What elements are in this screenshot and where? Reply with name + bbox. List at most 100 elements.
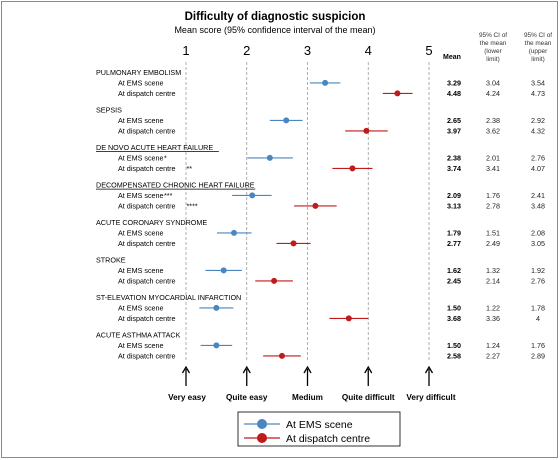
mean-value: 1.50	[447, 304, 461, 313]
plot-rows: PULMONARY EMBOLISM At EMS scene 3.29 3.04 3.…	[96, 68, 545, 361]
table-column-headers: Mean 95% CI of the mean (lower limit) 95% CI …	[443, 32, 552, 63]
scale-anchor-label: Very easy	[168, 393, 206, 402]
category-group: ST-ELEVATION MYOCARDIAL INFARCTION At EMS…	[96, 293, 545, 323]
scale-anchor-label: Quite easy	[226, 393, 268, 402]
ci-lower-value: 1.76	[486, 191, 500, 200]
category-label: DECOMPENSATED CHRONIC HEART FAILURE	[96, 181, 255, 190]
ci-upper-value: 1.92	[531, 266, 545, 275]
mean-value: 3.29	[447, 79, 461, 88]
row-label: At dispatch centre	[118, 89, 176, 98]
row-label: At EMS scene	[118, 116, 164, 125]
ci-lower-value: 3.62	[486, 127, 500, 136]
mean-point	[271, 277, 278, 284]
column-header-upper: 95% CI of the mean (upper limit)	[524, 32, 552, 63]
mean-point	[230, 229, 237, 236]
ci-upper-value: 2.08	[531, 229, 545, 238]
category-group: ACUTE CORONARY SYNDROME At EMS scene 1.79 1…	[96, 218, 545, 248]
up-arrow-head	[424, 365, 434, 374]
row-label: At EMS scene	[118, 229, 164, 238]
row-label: At dispatch centre	[118, 202, 176, 211]
row-label: At dispatch centre	[118, 164, 176, 173]
mean-point	[394, 90, 401, 97]
ci-lower-value: 2.27	[486, 352, 500, 361]
mean-value: 4.48	[447, 89, 461, 98]
mean-value: 2.38	[447, 154, 461, 163]
row-label: At EMS scene	[118, 154, 164, 163]
mean-value: 3.68	[447, 314, 461, 323]
ci-upper-value: 4.32	[531, 127, 545, 136]
ci-upper-value: 4.07	[531, 164, 545, 173]
category-label: ACUTE CORONARY SYNDROME	[96, 218, 207, 227]
ci-lower-value: 2.14	[486, 277, 500, 286]
category-label: PULMONARY EMBOLISM	[96, 68, 181, 77]
mean-value: 2.09	[447, 191, 461, 200]
row-label: At dispatch centre	[118, 239, 176, 248]
up-arrow-head	[303, 365, 312, 374]
significance-mark: ***	[164, 191, 173, 200]
x-tick-label: 2	[243, 43, 250, 58]
scale-anchor-label: Quite difficult	[342, 393, 395, 402]
mean-point	[312, 202, 319, 209]
ci-upper-value: 2.76	[531, 154, 545, 163]
significance-mark: ****	[187, 202, 198, 211]
row-label: At dispatch centre	[118, 352, 176, 361]
category-label: ST-ELEVATION MYOCARDIAL INFARCTION	[96, 293, 241, 302]
ci-upper-value: 2.41	[531, 191, 545, 200]
row-label: At EMS scene	[118, 79, 164, 88]
mean-value: 2.45	[447, 277, 461, 286]
ci-lower-value: 2.78	[486, 202, 500, 211]
mean-value: 1.62	[447, 266, 461, 275]
row-label: At EMS scene	[118, 266, 164, 275]
mean-point	[349, 165, 356, 172]
mean-point	[290, 240, 297, 247]
ci-lower-value: 2.38	[486, 116, 500, 125]
ci-upper-value: 4.73	[531, 89, 545, 98]
column-header-mean: Mean	[443, 54, 461, 61]
mean-point	[249, 192, 256, 199]
ci-upper-value: 2.92	[531, 116, 545, 125]
scale-anchors: Very easy Quite easy Medium Quite difficult…	[168, 365, 456, 402]
mean-point	[213, 342, 220, 349]
mean-value: 1.79	[447, 229, 461, 238]
mean-value: 3.13	[447, 202, 461, 211]
chart-subtitle: Mean score (95% confidence interval of t…	[174, 25, 375, 35]
scale-anchor-label: Medium	[292, 393, 323, 402]
x-tick-label: 5	[425, 43, 432, 58]
mean-point	[278, 352, 285, 359]
ci-upper-value: 1.76	[531, 341, 545, 350]
x-axis: 1 2 3 4 5	[182, 43, 432, 58]
legend: At EMS scene At dispatch centre	[237, 411, 401, 447]
ci-lower-value: 2.01	[486, 154, 500, 163]
category-group: DE NOVO ACUTE HEART FAILURE At EMS scene *…	[96, 143, 545, 173]
row-label: At dispatch centre	[118, 277, 176, 286]
scale-anchor-label: Very difficult	[406, 393, 455, 402]
x-tick-label: 4	[365, 43, 372, 58]
ci-lower-value: 1.24	[486, 341, 500, 350]
mean-point	[322, 79, 329, 86]
mean-value: 3.74	[447, 164, 461, 173]
significance-mark: *	[164, 154, 167, 163]
category-label: DE NOVO ACUTE HEART FAILURE	[96, 143, 213, 152]
mean-point	[283, 117, 290, 124]
row-label: At dispatch centre	[118, 127, 176, 136]
ci-lower-value: 3.41	[486, 164, 500, 173]
mean-value: 2.58	[447, 352, 461, 361]
row-label: At dispatch centre	[118, 314, 176, 323]
ci-lower-value: 4.24	[486, 89, 500, 98]
row-label: At EMS scene	[118, 191, 164, 200]
ci-upper-value: 2.89	[531, 352, 545, 361]
legend-marker	[257, 433, 267, 443]
mean-value: 2.77	[447, 239, 461, 248]
category-label: SEPSIS	[96, 106, 122, 115]
category-label: ACUTE ASTHMA ATTACK	[96, 331, 181, 340]
gridlines	[185, 62, 430, 362]
mean-point	[363, 127, 370, 134]
mean-point	[213, 304, 220, 311]
row-label: At EMS scene	[118, 304, 164, 313]
up-arrow-head	[364, 365, 373, 374]
